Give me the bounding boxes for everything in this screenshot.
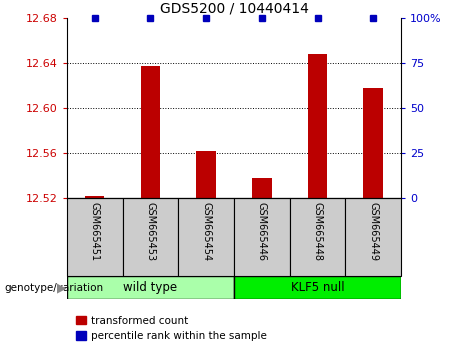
Bar xyxy=(290,198,345,276)
Text: GSM665454: GSM665454 xyxy=(201,202,211,261)
Text: GSM665448: GSM665448 xyxy=(313,202,323,261)
Text: ▶: ▶ xyxy=(58,281,67,294)
Text: KLF5 null: KLF5 null xyxy=(291,281,344,294)
Bar xyxy=(85,196,105,198)
Bar xyxy=(67,276,234,299)
Bar xyxy=(196,151,216,198)
Bar xyxy=(345,198,401,276)
Bar xyxy=(363,88,383,198)
Legend: transformed count, percentile rank within the sample: transformed count, percentile rank withi… xyxy=(72,312,271,345)
Bar xyxy=(308,54,327,198)
Bar xyxy=(123,198,178,276)
Text: GSM665446: GSM665446 xyxy=(257,202,267,261)
Text: GSM665449: GSM665449 xyxy=(368,202,378,261)
Bar xyxy=(234,198,290,276)
Text: genotype/variation: genotype/variation xyxy=(5,282,104,293)
Bar xyxy=(234,276,401,299)
Bar xyxy=(178,198,234,276)
Text: GSM665451: GSM665451 xyxy=(90,202,100,261)
Title: GDS5200 / 10440414: GDS5200 / 10440414 xyxy=(160,1,308,15)
Bar xyxy=(141,66,160,198)
Bar xyxy=(67,198,123,276)
Text: GSM665453: GSM665453 xyxy=(145,202,155,261)
Text: wild type: wild type xyxy=(124,281,177,294)
Bar xyxy=(252,178,272,198)
